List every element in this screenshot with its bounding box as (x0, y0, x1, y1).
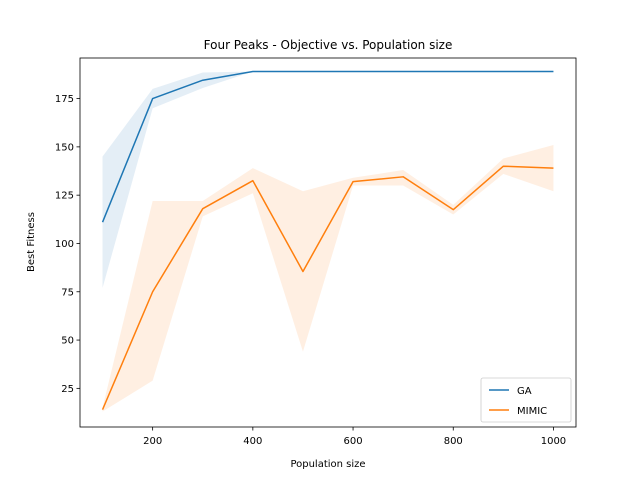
x-tick-label: 200 (143, 436, 162, 447)
axes-frame (79, 57, 577, 428)
y-tick-label: 150 (55, 142, 74, 153)
legend-box (480, 377, 572, 423)
chart-title: Four Peaks - Objective vs. Population si… (204, 38, 453, 52)
plot-area: 200 400 600 800 1000 25 50 75 100 125 150 175 GA MIMI… (55, 57, 577, 447)
y-tick-label: 125 (55, 191, 74, 202)
legend-label-mimic: MIMIC (517, 406, 547, 417)
x-tick-label: 1000 (541, 436, 566, 447)
y-axis-label: Best Fitness (26, 212, 37, 272)
x-tick-label: 400 (243, 436, 262, 447)
legend-label-ga: GA (517, 386, 532, 397)
y-tick-label: 175 (55, 94, 74, 105)
y-tick-label: 25 (61, 384, 74, 395)
y-tick-label: 50 (61, 336, 74, 347)
y-tick-label: 75 (61, 287, 74, 298)
x-tick-label: 800 (444, 436, 463, 447)
x-axis-label: Population size (290, 459, 365, 470)
confidence-band-mimic (102, 144, 554, 412)
series-line-mimic (101, 165, 554, 410)
series-line-ga (101, 70, 554, 223)
y-tick-label: 100 (55, 239, 74, 250)
x-tick-label: 600 (344, 436, 363, 447)
